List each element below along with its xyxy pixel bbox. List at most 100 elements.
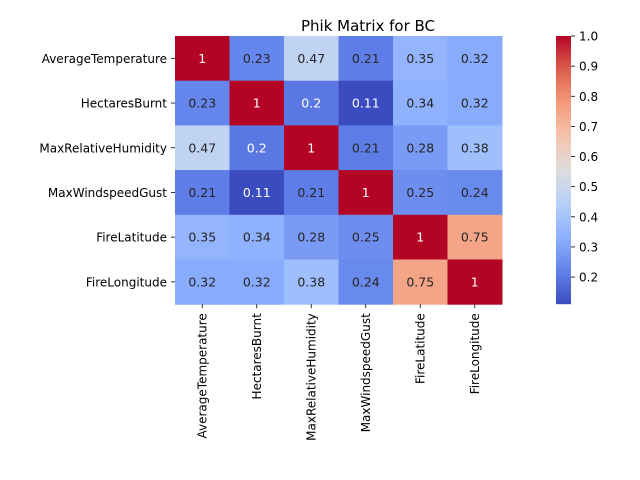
- cell-value-label: 0.2: [247, 140, 267, 155]
- heatmap-cell: [338, 80, 394, 126]
- heatmap-cell: [229, 214, 285, 260]
- cell-value-label: 0.24: [461, 185, 489, 200]
- heatmap-cell: [393, 170, 448, 216]
- heatmap-cell: [393, 214, 448, 260]
- cell-value-label: 0.28: [406, 140, 434, 155]
- heatmap-cell: [229, 80, 285, 126]
- cell-value-label: 0.75: [461, 230, 489, 245]
- column-tick-label: FireLongitude: [468, 313, 482, 394]
- cell-value-label: 0.25: [352, 230, 380, 245]
- colorbar-gradient: [556, 36, 571, 305]
- cell-value-label: 0.32: [461, 51, 489, 66]
- heatmap-cell: [229, 36, 285, 82]
- heatmap-cell: [229, 170, 285, 216]
- cell-value-label: 0.11: [352, 96, 380, 111]
- heatmap-cell: [393, 259, 448, 305]
- colorbar: 0.2 0.3 0.4 0.5 0.6 0.7 0.8 0.9 1.0: [556, 30, 598, 305]
- cell-value-label: 0.32: [243, 274, 271, 289]
- chart-title: Phik Matrix for BC: [301, 17, 435, 35]
- colorbar-tick-label: 0.3: [579, 240, 598, 254]
- cell-value-label: 0.75: [406, 274, 434, 289]
- heatmap-cell: [393, 36, 448, 82]
- cell-value-label: 0.2: [301, 96, 321, 111]
- heatmap-cell: [447, 80, 503, 126]
- heatmap-cell: [338, 214, 394, 260]
- cell-value-label: 1: [253, 96, 261, 111]
- colorbar-tick-label: 0.7: [579, 120, 598, 134]
- cell-value-label: 0.11: [243, 185, 271, 200]
- column-tick-label: MaxWindspeedGust: [359, 313, 373, 432]
- cell-value-label: 0.21: [352, 51, 380, 66]
- heatmap-cell: [175, 36, 230, 82]
- heatmap-cell: [284, 259, 339, 305]
- cell-value-label: 1: [471, 274, 479, 289]
- cell-value-label: 0.35: [406, 51, 434, 66]
- cell-value-label: 0.34: [243, 230, 271, 245]
- heatmap-cell: [175, 214, 230, 260]
- cell-value-label: 0.21: [297, 185, 325, 200]
- colorbar-tick-label: 0.2: [579, 271, 598, 285]
- cell-value-label: 0.38: [297, 274, 325, 289]
- column-tick-label: FireLatitude: [414, 313, 428, 384]
- heatmap-cell: [284, 214, 339, 260]
- row-tick-label: FireLatitude: [96, 231, 167, 245]
- cell-value-label: 0.47: [188, 140, 216, 155]
- heatmap-cell: [175, 125, 230, 171]
- cell-value-label: 0.23: [243, 51, 271, 66]
- heatmap-cell: [175, 80, 230, 126]
- heatmap-cell: [284, 36, 339, 82]
- heatmap-cell: [338, 125, 394, 171]
- heatmap-cell: [175, 259, 230, 305]
- row-tick-label: FireLongitude: [86, 275, 167, 289]
- cell-value-label: 0.21: [188, 185, 216, 200]
- row-tick-label: MaxRelativeHumidity: [39, 141, 167, 155]
- cell-value-label: 0.34: [406, 96, 434, 111]
- cell-value-label: 0.28: [297, 230, 325, 245]
- row-tick-label: AverageTemperature: [42, 52, 167, 66]
- heatmap-cells: [175, 36, 503, 305]
- heatmap-cell: [229, 125, 285, 171]
- cell-value-label: 0.32: [461, 96, 489, 111]
- cell-value-label: 0.47: [297, 51, 325, 66]
- heatmap-cell-labels: 1 0.23 0.47 0.21 0.35 0.320.23 1 0.2 0.11 0.34 0.3…: [188, 51, 488, 290]
- row-tick-labels: AverageTemperature HectaresBurnt MaxRelati…: [39, 52, 175, 289]
- row-tick-label: HectaresBurnt: [81, 97, 168, 111]
- colorbar-tick-label: 0.5: [579, 180, 598, 194]
- heatmap-cell: [175, 170, 230, 216]
- cell-value-label: 0.21: [352, 140, 380, 155]
- cell-value-label: 1: [362, 185, 370, 200]
- colorbar-tick-label: 0.4: [579, 210, 598, 224]
- column-tick-label: AverageTemperature: [196, 313, 210, 438]
- heatmap-cell: [284, 125, 339, 171]
- cell-value-label: 0.24: [352, 274, 380, 289]
- cell-value-label: 0.38: [461, 140, 489, 155]
- heatmap-cell: [447, 170, 503, 216]
- heatmap-cell: [393, 125, 448, 171]
- cell-value-label: 1: [198, 51, 206, 66]
- column-tick-label: MaxRelativeHumidity: [305, 313, 319, 441]
- cell-value-label: 1: [416, 230, 424, 245]
- column-tick-labels: AverageTemperature HectaresBurnt MaxRelati…: [196, 304, 482, 441]
- colorbar-tick-label: 0.9: [579, 60, 598, 74]
- heatmap-cell: [338, 36, 394, 82]
- heatmap-cell: [338, 170, 394, 216]
- heatmap-cell: [338, 259, 394, 305]
- heatmap-cell: [447, 259, 503, 305]
- heatmap-cell: [284, 170, 339, 216]
- cell-value-label: 0.32: [188, 274, 216, 289]
- column-tick-label: HectaresBurnt: [250, 313, 264, 400]
- cell-value-label: 0.25: [406, 185, 434, 200]
- heatmap-cell: [393, 80, 448, 126]
- cell-value-label: 0.23: [188, 96, 216, 111]
- colorbar-tick-label: 0.6: [579, 150, 598, 164]
- cell-value-label: 1: [307, 140, 315, 155]
- heatmap-cell: [229, 259, 285, 305]
- heatmap-cell: [284, 80, 339, 126]
- heatmap-cell: [447, 214, 503, 260]
- cell-value-label: 0.35: [188, 230, 216, 245]
- heatmap-cell: [447, 125, 503, 171]
- row-tick-label: MaxWindspeedGust: [48, 186, 167, 200]
- colorbar-tick-label: 1.0: [579, 30, 598, 44]
- heatmap-cell: [447, 36, 503, 82]
